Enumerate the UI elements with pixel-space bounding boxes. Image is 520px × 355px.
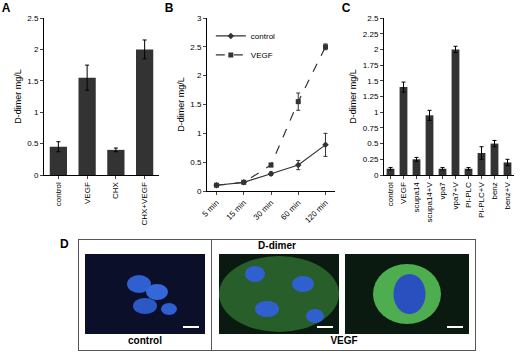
svg-text:D-dimer mg/L: D-dimer mg/L	[348, 69, 358, 124]
svg-text:3: 3	[197, 14, 202, 23]
svg-text:2: 2	[197, 71, 202, 80]
svg-text:2.5: 2.5	[190, 43, 202, 52]
svg-text:vpa7: vpa7	[438, 182, 447, 200]
svg-text:CHX: CHX	[111, 182, 120, 200]
svg-text:1.5: 1.5	[27, 77, 39, 86]
svg-text:0: 0	[374, 171, 379, 180]
svg-text:1.25: 1.25	[363, 92, 379, 101]
svg-text:benz+V: benz+V	[503, 182, 512, 210]
svg-text:0: 0	[34, 171, 39, 180]
svg-text:15 min: 15 min	[225, 198, 248, 221]
svg-text:1.75: 1.75	[363, 61, 379, 70]
html-text:D: D	[60, 237, 69, 251]
svg-text:PI-PLC+V: PI-PLC+V	[477, 182, 486, 218]
svg-text:benz: benz	[490, 182, 499, 199]
html-text:control: control	[128, 335, 162, 346]
svg-text:30 min: 30 min	[252, 198, 275, 221]
svg-text:2: 2	[374, 45, 379, 54]
svg-text:1: 1	[197, 129, 202, 138]
svg-text:1: 1	[374, 108, 379, 117]
svg-text:VEGF: VEGF	[251, 51, 273, 60]
svg-text:60 min: 60 min	[279, 198, 302, 221]
svg-text:VEGF: VEGF	[399, 182, 408, 204]
svg-text:0.5: 0.5	[27, 139, 39, 148]
svg-text:scupa14: scupa14	[412, 182, 421, 213]
svg-text:0: 0	[197, 187, 202, 196]
svg-text:2: 2	[34, 45, 39, 54]
svg-text:vpa7+V: vpa7+V	[451, 182, 460, 210]
svg-text:control: control	[54, 182, 63, 206]
svg-text:1.5: 1.5	[367, 77, 379, 86]
svg-text:PI-PLC: PI-PLC	[464, 182, 473, 208]
svg-text:2.5: 2.5	[367, 14, 379, 23]
svg-text:2.5: 2.5	[27, 14, 39, 23]
svg-text:0.5: 0.5	[367, 139, 379, 148]
svg-text:scupa14+V: scupa14+V	[425, 182, 434, 223]
html-text:D-dimer: D-dimer	[258, 240, 296, 251]
svg-text:0.5: 0.5	[190, 158, 202, 167]
svg-text:1: 1	[34, 108, 39, 117]
svg-text:control: control	[386, 182, 395, 206]
svg-text:D-dimer mg/L: D-dimer mg/L	[176, 77, 186, 132]
svg-text:control: control	[251, 32, 275, 41]
svg-text:A: A	[2, 1, 11, 15]
svg-text:2.25: 2.25	[363, 30, 379, 39]
html-text:VEGF: VEGF	[330, 335, 358, 346]
svg-text:VEGF: VEGF	[83, 182, 92, 204]
svg-text:B: B	[165, 1, 174, 15]
svg-text:D-dimer mg/L: D-dimer mg/L	[13, 69, 23, 124]
svg-text:5 min: 5 min	[201, 198, 221, 218]
svg-text:CHX+VEGF: CHX+VEGF	[140, 182, 149, 225]
svg-text:0.25: 0.25	[363, 155, 379, 164]
svg-text:1.5: 1.5	[190, 100, 202, 109]
svg-text:120 min: 120 min	[303, 198, 329, 224]
svg-text:0.75: 0.75	[363, 124, 379, 133]
svg-text:C: C	[342, 1, 351, 15]
